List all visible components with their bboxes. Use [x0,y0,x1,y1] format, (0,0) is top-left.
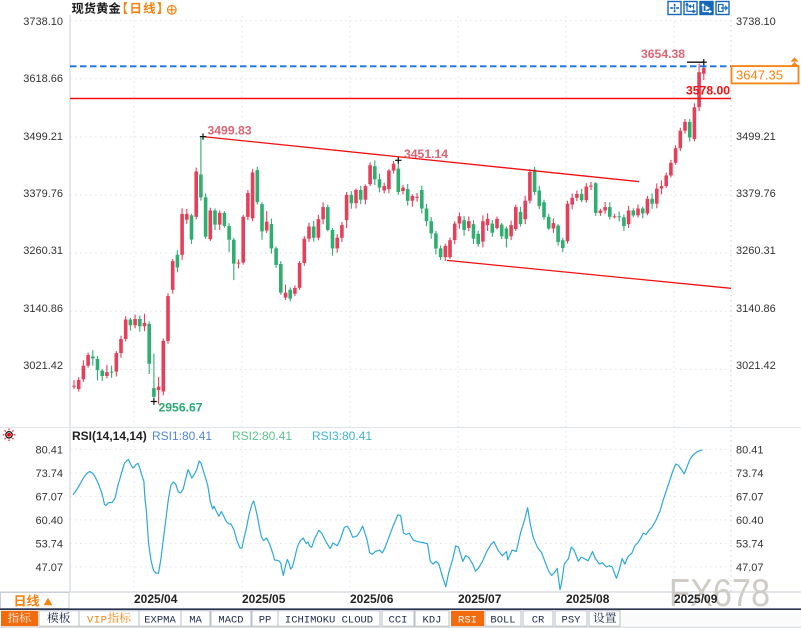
svg-text:BOLL: BOLL [490,615,515,627]
svg-text:67.07: 67.07 [35,492,63,504]
svg-text:3578.00: 3578.00 [686,84,730,98]
svg-text:PP: PP [259,615,272,627]
svg-text:EXPMA: EXPMA [144,615,176,627]
svg-text:2956.67: 2956.67 [159,401,203,415]
svg-text:2025/05: 2025/05 [242,592,286,606]
svg-text:47.07: 47.07 [736,562,764,574]
svg-text:3451.14: 3451.14 [404,147,448,161]
svg-text:2025/06: 2025/06 [350,592,394,606]
svg-text:3499.83: 3499.83 [208,124,252,138]
svg-text:CCI: CCI [389,615,408,627]
svg-text:3499.21: 3499.21 [736,131,776,143]
svg-text:RSI(14,14,14): RSI(14,14,14) [72,429,147,443]
svg-text:67.07: 67.07 [736,492,764,504]
svg-text:3140.86: 3140.86 [23,303,63,315]
svg-text:60.40: 60.40 [736,515,764,527]
svg-text:2025/08: 2025/08 [566,592,610,606]
svg-text:73.74: 73.74 [35,468,63,480]
svg-text:RSI1:80.41: RSI1:80.41 [152,429,212,443]
svg-text:53.74: 53.74 [35,539,63,551]
svg-text:3654.38: 3654.38 [641,47,685,61]
svg-text:60.40: 60.40 [35,515,63,527]
svg-text:73.74: 73.74 [736,468,764,480]
svg-text:CR: CR [532,615,545,627]
svg-text:3021.42: 3021.42 [23,360,63,372]
svg-text:MACD: MACD [218,615,243,627]
svg-text:3738.10: 3738.10 [736,16,776,28]
svg-text:FX678: FX678 [669,571,770,615]
svg-text:80.41: 80.41 [35,445,63,457]
svg-text:2025/09: 2025/09 [674,592,718,606]
svg-text:3499.21: 3499.21 [23,131,63,143]
svg-text:ICHIMOKU CLOUD: ICHIMOKU CLOUD [285,615,373,627]
svg-text:RSI: RSI [458,615,477,627]
svg-text:RSI3:80.41: RSI3:80.41 [312,429,372,443]
svg-text:3260.31: 3260.31 [23,245,63,257]
svg-text:3021.42: 3021.42 [736,360,776,372]
svg-text:53.74: 53.74 [736,539,764,551]
svg-text:2025/04: 2025/04 [134,592,178,606]
svg-text:3738.10: 3738.10 [23,16,63,28]
svg-text:80.41: 80.41 [736,445,764,457]
svg-text:3379.76: 3379.76 [736,188,776,200]
svg-text:RSI2:80.41: RSI2:80.41 [232,429,292,443]
svg-text:MA: MA [189,615,202,627]
svg-text:PSY: PSY [562,615,582,627]
svg-text:KDJ: KDJ [423,615,442,627]
svg-text:3140.86: 3140.86 [736,303,776,315]
svg-text:VIP: VIP [87,615,107,627]
svg-text:3618.66: 3618.66 [23,73,63,85]
svg-text:3260.31: 3260.31 [736,245,776,257]
svg-text:2025/07: 2025/07 [458,592,502,606]
svg-text:47.07: 47.07 [35,562,63,574]
svg-text:3379.76: 3379.76 [23,188,63,200]
svg-text:3647.35: 3647.35 [736,68,783,83]
